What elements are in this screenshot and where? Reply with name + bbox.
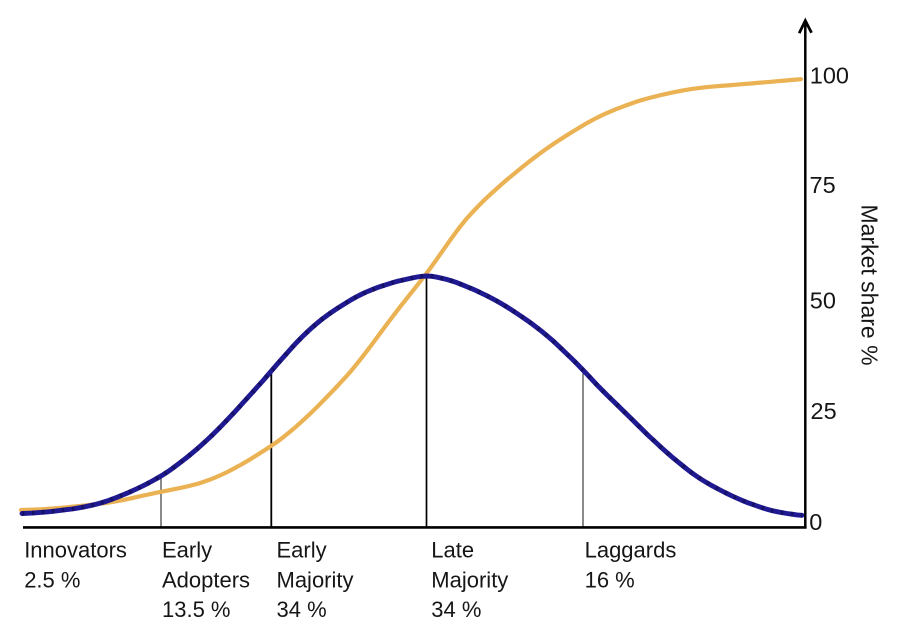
svg-text:Adopters: Adopters <box>162 567 250 592</box>
svg-text:Laggards: Laggards <box>585 538 677 563</box>
svg-text:34 %: 34 % <box>431 597 481 622</box>
svg-text:34 %: 34 % <box>277 597 327 622</box>
svg-text:16 %: 16 % <box>585 567 635 592</box>
svg-text:25: 25 <box>811 398 837 424</box>
svg-text:2.5 %: 2.5 % <box>24 567 80 592</box>
svg-text:75: 75 <box>810 172 836 198</box>
svg-text:Late: Late <box>431 538 474 563</box>
svg-text:Market share %: Market share % <box>856 205 882 366</box>
svg-text:Majority: Majority <box>431 567 508 592</box>
svg-text:Innovators: Innovators <box>24 538 127 563</box>
svg-text:Early: Early <box>162 538 212 563</box>
svg-text:50: 50 <box>810 287 836 313</box>
svg-text:0: 0 <box>809 509 822 535</box>
svg-text:Early: Early <box>277 538 327 563</box>
svg-text:13.5 %: 13.5 % <box>162 597 231 622</box>
svg-text:Majority: Majority <box>277 567 354 592</box>
svg-text:100: 100 <box>810 63 849 89</box>
